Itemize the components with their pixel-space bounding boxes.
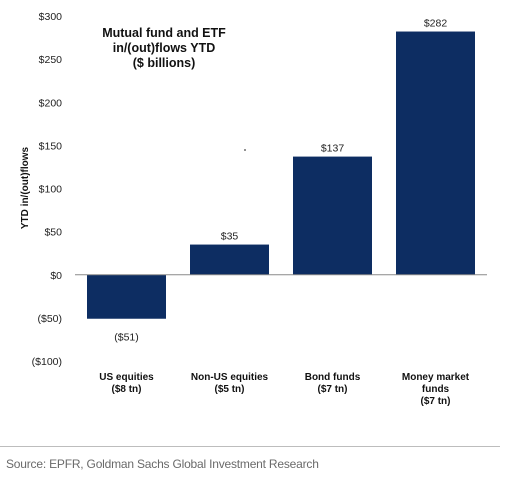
x-category-label: US equities [99,372,154,383]
y-tick-label: $300 [39,11,63,23]
bar [87,274,166,319]
chart-title-line-1: Mutual fund and ETF [102,26,226,40]
bar [396,31,475,275]
y-axis-ticks: ($100) ($50) $0 $50 $100 $150 $200 $250 $300 [32,11,63,368]
y-tick-label: ($100) [32,356,62,368]
x-category-label: ($5 tn) [215,384,245,395]
bar [190,244,269,275]
x-category-label: ($7 tn) [421,396,451,407]
x-category-label: Money market [402,372,470,383]
x-category-label: ($7 tn) [318,384,348,395]
y-tick-label: $150 [39,140,63,152]
chart-title-line-2: in/(out)flows YTD [113,41,216,55]
data-label: $282 [424,18,448,30]
data-label: ($51) [114,332,139,344]
source-note: Source: EPFR, Goldman Sachs Global Inves… [6,457,319,471]
stray-dot [244,149,246,151]
bar [293,156,372,275]
plot-area: ($51) US equities($8 tn) $35 Non-US equitie… [75,18,487,407]
y-tick-label: $250 [39,54,63,66]
x-category-label: Bond funds [305,372,361,383]
y-tick-label: $0 [50,270,62,282]
chart-title: Mutual fund and ETF in/(out)flows YTD ($… [102,26,226,70]
y-axis-label: YTD in/(out)flows [20,146,31,229]
source-divider [0,446,500,447]
x-category-label: ($8 tn) [112,384,142,395]
x-category-label: Non-US equities [191,372,269,383]
y-tick-label: ($50) [37,313,62,325]
y-tick-label: $200 [39,97,63,109]
chart-title-line-3: ($ billions) [133,56,196,70]
y-tick-label: $100 [39,184,63,196]
data-label: $35 [221,231,239,243]
x-category-label: funds [422,384,450,395]
y-tick-label: $50 [44,227,62,239]
data-label: $137 [321,143,345,155]
